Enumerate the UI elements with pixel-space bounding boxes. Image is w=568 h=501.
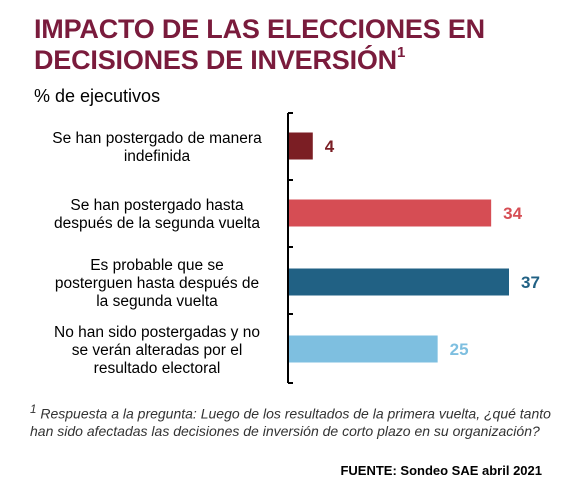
category-label-4-line-2: se verán alteradas por el: [72, 342, 243, 359]
bar-1: [289, 132, 313, 160]
source-label: FUENTE: Sondeo SAE abril 2021: [340, 463, 542, 478]
value-label-4: 25: [450, 340, 469, 359]
category-label-1-line-1: Se han postergado de manera: [52, 130, 262, 147]
bar-chart: 4 Se han postergado de manera indefinida 34…: [52, 112, 540, 384]
chart-title-line-1: IMPACTO DE LAS ELECCIONES EN: [34, 14, 485, 44]
footnote-marker: 1: [396, 44, 406, 61]
footnote-number: 1: [30, 403, 37, 416]
category-label-3-line-2: posterguen hasta después de: [55, 275, 259, 292]
footnote-text: Respuesta a la pregunta: Luego de los re…: [30, 405, 551, 439]
category-label-3-line-1: Es probable que se: [90, 257, 224, 274]
bar-4: [289, 335, 438, 363]
category-label-2: Se han postergado hasta después de la seg…: [54, 197, 260, 232]
category-label-4-line-3: resultado electoral: [94, 360, 221, 377]
chart-title-line-2-text: DECISIONES DE INVERSIÓN: [34, 45, 397, 75]
category-label-4: No han sido postergadas y no se verán alt…: [54, 324, 260, 377]
chart-title: IMPACTO DE LAS ELECCIONES EN DECISIONES …: [34, 14, 554, 76]
category-label-3: Es probable que se posterguen hasta despu…: [55, 257, 259, 310]
bar-3: [289, 268, 509, 296]
value-label-1: 4: [325, 137, 335, 156]
category-label-3-line-3: la segunda vuelta: [96, 293, 218, 310]
chart-subtitle: % de ejecutivos: [34, 86, 161, 106]
category-label-2-line-1: Se han postergado hasta: [70, 197, 244, 214]
bar-2: [289, 199, 492, 227]
category-label-1-line-2: indefinida: [124, 148, 191, 165]
category-label-1: Se han postergado de manera indefinida: [52, 130, 262, 165]
bars-layer: 4 Se han postergado de manera indefinida 34…: [52, 112, 540, 384]
value-label-2: 34: [503, 204, 522, 223]
footnote: 1 Respuesta a la pregunta: Luego de los …: [30, 401, 558, 440]
category-label-4-line-1: No han sido postergadas y no: [54, 324, 260, 341]
chart-title-line-2: DECISIONES DE INVERSIÓN1: [34, 45, 554, 76]
value-label-3: 37: [521, 273, 540, 292]
category-label-2-line-2: después de la segunda vuelta: [54, 215, 260, 232]
